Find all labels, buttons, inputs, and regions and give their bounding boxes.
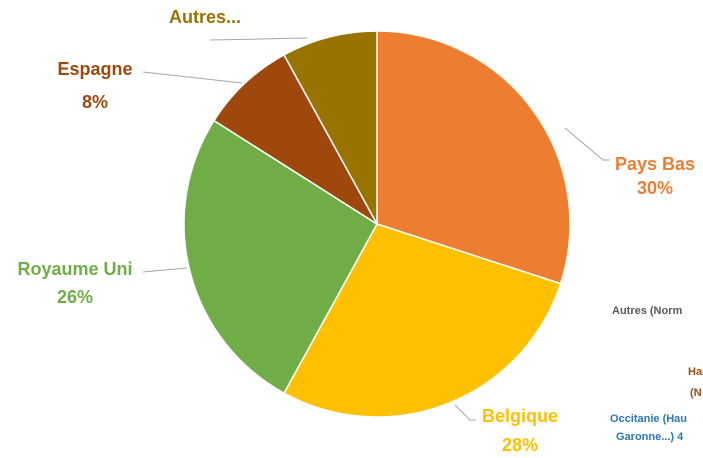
- annotation: Occitanie (Hau: [610, 413, 687, 425]
- slice-value-label: 26%: [57, 287, 93, 307]
- slice-value-label: 8%: [82, 92, 108, 112]
- slice-label: Belgique: [482, 406, 558, 426]
- slice-label: Autres...: [169, 7, 241, 27]
- annotation: Hau: [688, 366, 703, 378]
- slice-value-label: 30%: [637, 178, 673, 198]
- slice-label: Royaume Uni: [17, 259, 132, 279]
- pie-slice: [376, 30, 571, 285]
- annotation: Garonne...) 4: [616, 431, 684, 443]
- pie-slice: [213, 53, 378, 225]
- slice-label: Pays Bas: [615, 154, 695, 174]
- pie-slice: [283, 223, 562, 418]
- slice-label: Espagne: [57, 59, 132, 79]
- leader-line: [142, 267, 188, 273]
- leader-line: [564, 127, 610, 161]
- pie-slice: [183, 119, 378, 395]
- leader-line: [142, 71, 243, 84]
- leader-line: [209, 37, 308, 41]
- annotation: (N: [690, 387, 702, 399]
- annotation: Autres (Norm: [612, 305, 683, 317]
- slice-value-label: 28%: [502, 435, 538, 455]
- pie-slice: [283, 30, 378, 225]
- leader-line: [454, 404, 476, 421]
